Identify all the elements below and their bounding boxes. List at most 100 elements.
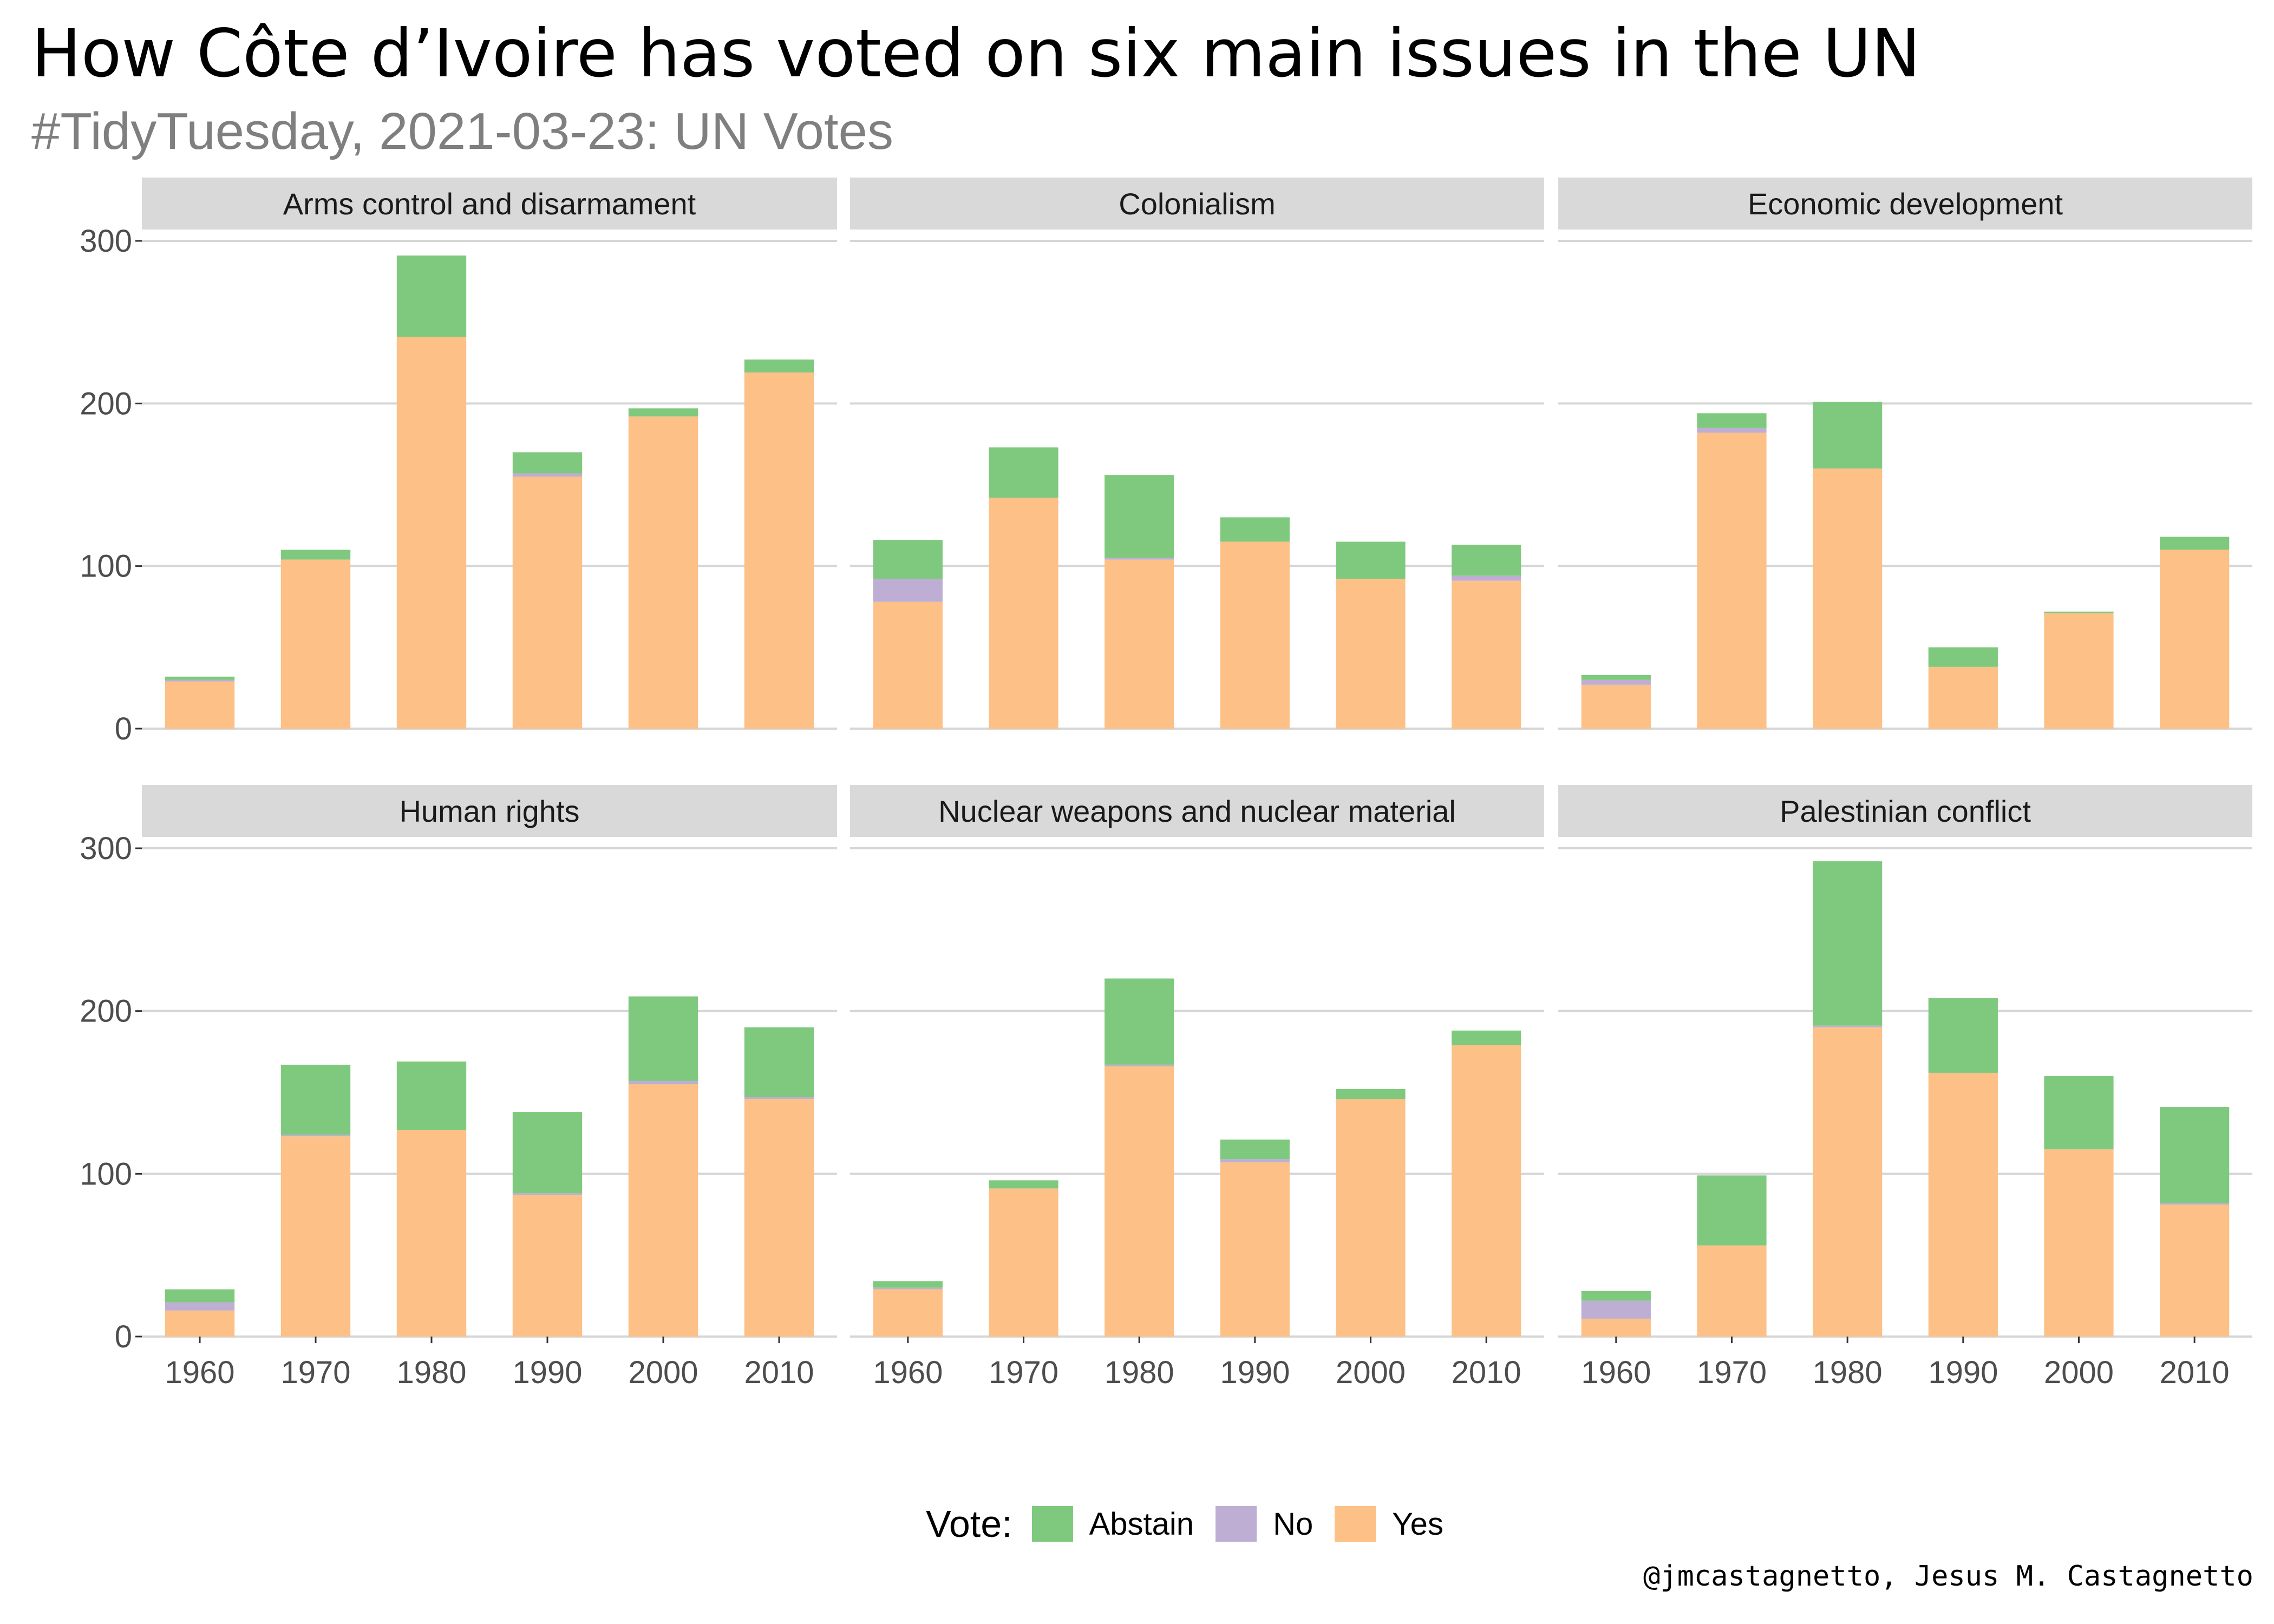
bar-no — [744, 1097, 814, 1099]
y-tick-label: 100 — [80, 1156, 132, 1191]
bar-abstain — [1813, 861, 1883, 1026]
bar-yes — [1336, 579, 1406, 729]
facet-strip — [142, 178, 837, 230]
bar-yes — [873, 1289, 943, 1337]
bar-abstain — [165, 676, 235, 680]
bar-yes — [396, 1130, 467, 1337]
bar-abstain — [1105, 978, 1174, 1065]
bar-no — [873, 1287, 943, 1289]
x-tick-label: 1980 — [1813, 1355, 1883, 1390]
bar-abstain — [512, 1112, 583, 1194]
bar-yes — [873, 601, 943, 729]
legend-item-no: No — [1216, 1506, 1313, 1542]
bar-abstain — [1220, 517, 1290, 542]
bar-yes — [2044, 1149, 2114, 1337]
y-tick-label: 300 — [80, 224, 132, 259]
bar-no — [1581, 679, 1651, 685]
bar-abstain — [628, 996, 698, 1081]
bar-yes — [2044, 613, 2114, 729]
bar-yes — [1928, 1072, 1998, 1337]
bar-no — [1105, 558, 1174, 560]
bar-no — [165, 1302, 235, 1311]
bar-abstain — [1220, 1140, 1290, 1160]
legend-swatch-yes — [1335, 1506, 1376, 1542]
bar-abstain — [1336, 1089, 1406, 1099]
x-tick-label: 2000 — [1336, 1355, 1406, 1390]
y-tick-label: 300 — [80, 831, 132, 866]
bar-yes — [1105, 1066, 1174, 1337]
facet-panel: Nuclear weapons and nuclear material — [850, 785, 1544, 1338]
bar-abstain — [1813, 402, 1883, 469]
bar-no — [165, 679, 235, 682]
bar-yes — [280, 559, 351, 729]
bar-yes — [628, 416, 698, 729]
facet-strip-label: Arms control and disarmament — [283, 187, 696, 221]
x-tick-label: 2010 — [744, 1355, 814, 1390]
bar-no — [2160, 1203, 2230, 1205]
x-tick-label: 2000 — [628, 1355, 698, 1390]
legend-label-abstain: Abstain — [1089, 1506, 1194, 1542]
bar-no — [1220, 1159, 1290, 1163]
facet-panel: Human rights — [142, 785, 837, 1338]
x-tick-label: 1970 — [1697, 1355, 1767, 1390]
bar-abstain — [1928, 998, 1998, 1073]
bar-abstain — [2044, 611, 2114, 613]
bar-abstain — [1581, 1291, 1651, 1301]
x-tick-label: 1960 — [1581, 1355, 1651, 1390]
bar-abstain — [1697, 1175, 1767, 1246]
bar-yes — [512, 1195, 583, 1337]
bar-no — [1697, 428, 1767, 433]
bar-yes — [1813, 468, 1883, 729]
bar-abstain — [280, 1064, 351, 1135]
bar-abstain — [1928, 647, 1998, 667]
legend-label-yes: Yes — [1392, 1506, 1443, 1542]
bar-yes — [1581, 684, 1651, 729]
bar-abstain — [2044, 1076, 2114, 1150]
bar-yes — [989, 1188, 1058, 1337]
facet-strip — [142, 785, 837, 837]
facet-panel: Economic development — [1558, 178, 2252, 730]
x-tick-label: 2010 — [2160, 1355, 2230, 1390]
bar-yes — [1220, 1162, 1290, 1337]
bar-yes — [1697, 433, 1767, 729]
bar-abstain — [1697, 413, 1767, 428]
bar-abstain — [2160, 1107, 2230, 1203]
x-tick-label: 1960 — [873, 1355, 943, 1390]
legend-swatch-abstain — [1031, 1506, 1073, 1542]
bar-abstain — [1581, 675, 1651, 680]
bar-no — [1581, 1300, 1651, 1319]
bar-abstain — [280, 549, 351, 560]
bar-abstain — [165, 1289, 235, 1302]
bar-yes — [1452, 1045, 1521, 1337]
bar-yes — [512, 476, 583, 729]
x-tick-label: 1990 — [1220, 1355, 1290, 1390]
bar-abstain — [396, 1061, 467, 1130]
bar-abstain — [2160, 536, 2230, 550]
bar-abstain — [1452, 1030, 1521, 1045]
caption: @jmcastagnetto, Jesus M. Castagnetto — [1643, 1560, 2253, 1593]
bar-abstain — [512, 452, 583, 474]
bar-no — [1452, 575, 1521, 581]
legend: Vote: Abstain No Yes — [926, 1499, 1465, 1548]
bar-yes — [1336, 1099, 1406, 1337]
x-tick-label: 1990 — [1928, 1355, 1998, 1390]
legend-item-yes: Yes — [1335, 1506, 1443, 1542]
bar-yes — [396, 337, 467, 729]
bar-yes — [744, 1099, 814, 1337]
facet-strip-label: Palestinian conflict — [1780, 794, 2031, 828]
x-tick-label: 1960 — [165, 1355, 234, 1390]
legend-label-no: No — [1273, 1506, 1314, 1542]
bar-abstain — [873, 1281, 943, 1288]
x-tick-label: 2010 — [1452, 1355, 1521, 1390]
bar-yes — [165, 1310, 235, 1337]
bar-yes — [2160, 549, 2230, 729]
facet-strip — [1558, 178, 2252, 230]
bar-no — [873, 579, 943, 602]
facet-panel: Palestinian conflict — [1558, 785, 2252, 1338]
facet-strip — [850, 785, 1544, 837]
legend-swatch-no — [1216, 1506, 1257, 1542]
bar-yes — [280, 1136, 351, 1337]
y-tick-label: 100 — [80, 549, 132, 584]
bar-yes — [1581, 1318, 1651, 1337]
bar-abstain — [628, 408, 698, 417]
